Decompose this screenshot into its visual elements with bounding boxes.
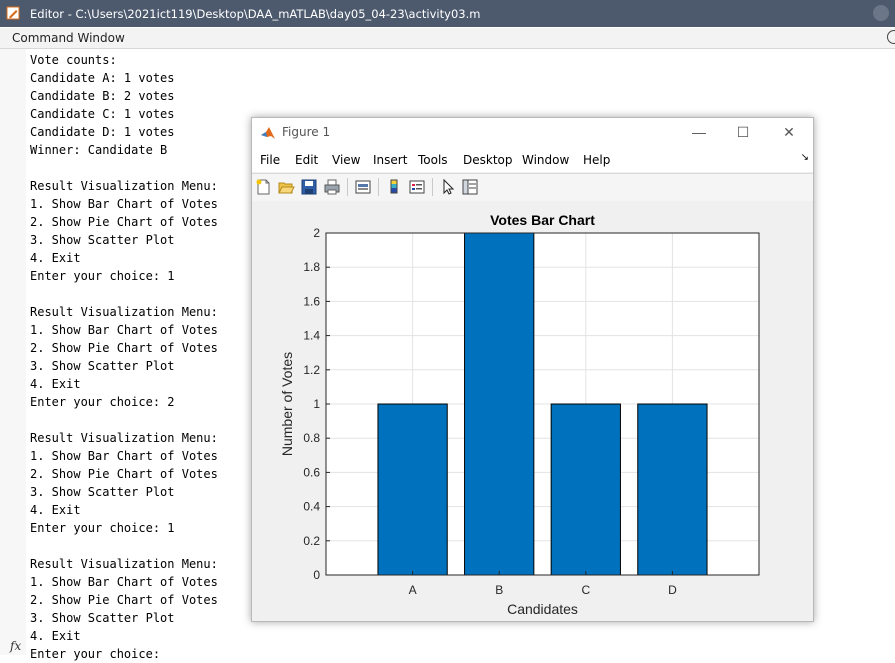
command-output-line: Winner: Candidate B — [30, 143, 168, 157]
y-tick-label: 0.2 — [303, 534, 320, 548]
legend-icon[interactable] — [408, 178, 426, 196]
command-output-line: 1. Show Bar Chart of Votes — [30, 197, 218, 211]
function-browser-icon[interactable]: fx — [10, 639, 22, 653]
minimize-icon[interactable]: — — [692, 124, 706, 140]
command-output-line: Candidate B: 2 votes — [30, 89, 175, 103]
bar-A — [377, 403, 448, 576]
figure-toolbar — [252, 173, 813, 202]
figure-window[interactable]: Figure 1 — ☐ ✕ File Edit View Insert Too… — [251, 117, 814, 622]
command-output-line: Enter your choice: 1 — [30, 269, 175, 283]
command-output-line: Candidate D: 1 votes — [30, 125, 175, 139]
command-output-line — [30, 285, 218, 303]
y-tick-label: 2 — [313, 226, 320, 240]
open-file-icon[interactable] — [277, 178, 295, 196]
command-output-line: 4. Exit — [30, 377, 81, 391]
command-output-line: Enter your choice: 2 — [30, 395, 175, 409]
x-axis-label: Candidates — [507, 601, 578, 617]
command-output-line: 4. Exit — [30, 503, 81, 517]
command-output-line: 3. Show Scatter Plot — [30, 485, 175, 499]
bar-B — [464, 232, 535, 576]
figure-menu-bar: File Edit View Insert Tools Desktop Wind… — [252, 147, 813, 172]
y-tick-label: 0.8 — [303, 431, 320, 445]
command-window-output: Vote counts: Candidate A: 1 votes Candidat… — [30, 51, 218, 663]
x-tick-label: D — [668, 583, 677, 597]
command-output-line: 3. Show Scatter Plot — [30, 611, 175, 625]
command-output-line: 4. Exit — [30, 629, 81, 643]
command-output-line: Enter your choice: — [30, 647, 161, 661]
close-icon[interactable]: ✕ — [783, 124, 795, 140]
editor-title: Editor - C:\Users\2021ict119\Desktop\DAA… — [30, 7, 481, 21]
command-output-line: 1. Show Bar Chart of Votes — [30, 575, 218, 589]
x-tick-label: C — [581, 583, 590, 597]
maximize-icon[interactable]: ☐ — [736, 124, 750, 140]
link-plot-icon[interactable] — [354, 178, 372, 196]
y-tick-label: 0.4 — [303, 500, 320, 514]
command-output-line: 2. Show Pie Chart of Votes — [30, 467, 218, 481]
save-icon[interactable] — [300, 178, 318, 196]
figure-title-bar: Figure 1 — ☐ ✕ — [252, 118, 813, 147]
toolbar-separator — [378, 178, 379, 196]
command-output-line — [30, 411, 218, 429]
print-icon[interactable] — [323, 178, 341, 196]
chart-title: Votes Bar Chart — [490, 212, 595, 228]
menu-window[interactable]: Window — [522, 153, 570, 167]
y-tick-label: 1.8 — [303, 260, 320, 274]
command-output-line: 1. Show Bar Chart of Votes — [30, 323, 218, 337]
bar-D — [637, 403, 708, 576]
edit-plot-icon[interactable] — [439, 178, 457, 196]
command-output-line: Result Visualization Menu: — [30, 431, 218, 445]
command-output-line: Result Visualization Menu: — [30, 557, 218, 571]
command-output-line: Vote counts: — [30, 53, 117, 67]
menu-tools[interactable]: Tools — [418, 153, 448, 167]
command-window-actions-icon[interactable] — [887, 30, 895, 44]
menu-view[interactable]: View — [332, 153, 361, 167]
property-inspector-icon[interactable] — [461, 178, 479, 196]
y-axis-label: Number of Votes — [279, 352, 295, 456]
y-tick-label: 1.4 — [303, 329, 320, 343]
figure-title: Figure 1 — [282, 125, 331, 139]
menu-desktop[interactable]: Desktop — [463, 153, 513, 167]
x-tick-label: B — [495, 583, 503, 597]
command-output-line: 2. Show Pie Chart of Votes — [30, 215, 218, 229]
chevron-down-icon[interactable] — [873, 5, 889, 21]
command-output-line: 3. Show Scatter Plot — [30, 359, 175, 373]
toolbar-separator — [347, 178, 348, 196]
command-output-line: Result Visualization Menu: — [30, 179, 218, 193]
menu-insert[interactable]: Insert — [373, 153, 408, 167]
colorbar-icon[interactable] — [385, 178, 403, 196]
y-tick-label: 1 — [313, 397, 320, 411]
command-window-gutter — [0, 49, 26, 655]
command-output-line: Candidate A: 1 votes — [30, 71, 175, 85]
dock-arrow-icon[interactable]: ↘ — [800, 152, 809, 163]
command-output-line: Result Visualization Menu: — [30, 305, 218, 319]
toolbar-separator — [432, 178, 433, 196]
y-tick-label: 0.6 — [303, 465, 320, 479]
matlab-logo-icon — [261, 127, 275, 139]
editor-title-bar: Editor - C:\Users\2021ict119\Desktop\DAA… — [0, 0, 895, 27]
plot-area: 0 0.2 0.4 0.6 0.8 1 1.2 1.4 1.6 1.8 2 A B C D Votes Bar… — [252, 201, 813, 621]
menu-edit[interactable]: Edit — [295, 153, 319, 167]
command-output-line: Enter your choice: 1 — [30, 521, 175, 535]
y-tick-label: 1.6 — [303, 294, 320, 308]
bar-C — [550, 403, 621, 576]
command-output-line: 1. Show Bar Chart of Votes — [30, 449, 218, 463]
command-window-title: Command Window — [12, 31, 125, 45]
y-tick-label: 1.2 — [303, 363, 320, 377]
y-tick-label: 0 — [313, 568, 320, 582]
editor-pencil-icon — [6, 6, 20, 20]
command-output-line: 4. Exit — [30, 251, 81, 265]
command-output-line — [30, 159, 218, 177]
command-output-line: 2. Show Pie Chart of Votes — [30, 341, 218, 355]
command-window-header: Command Window — [0, 28, 895, 49]
menu-file[interactable]: File — [260, 153, 281, 167]
command-output-line: 2. Show Pie Chart of Votes — [30, 593, 218, 607]
command-output-line: 3. Show Scatter Plot — [30, 233, 175, 247]
command-output-line: Candidate C: 1 votes — [30, 107, 175, 121]
bar-chart[interactable]: 0 0.2 0.4 0.6 0.8 1 1.2 1.4 1.6 1.8 2 A B C D Votes Bar… — [252, 201, 813, 621]
new-figure-icon[interactable] — [255, 178, 273, 196]
menu-help[interactable]: Help — [583, 153, 611, 167]
command-output-line — [30, 537, 218, 555]
x-tick-label: A — [409, 583, 417, 597]
